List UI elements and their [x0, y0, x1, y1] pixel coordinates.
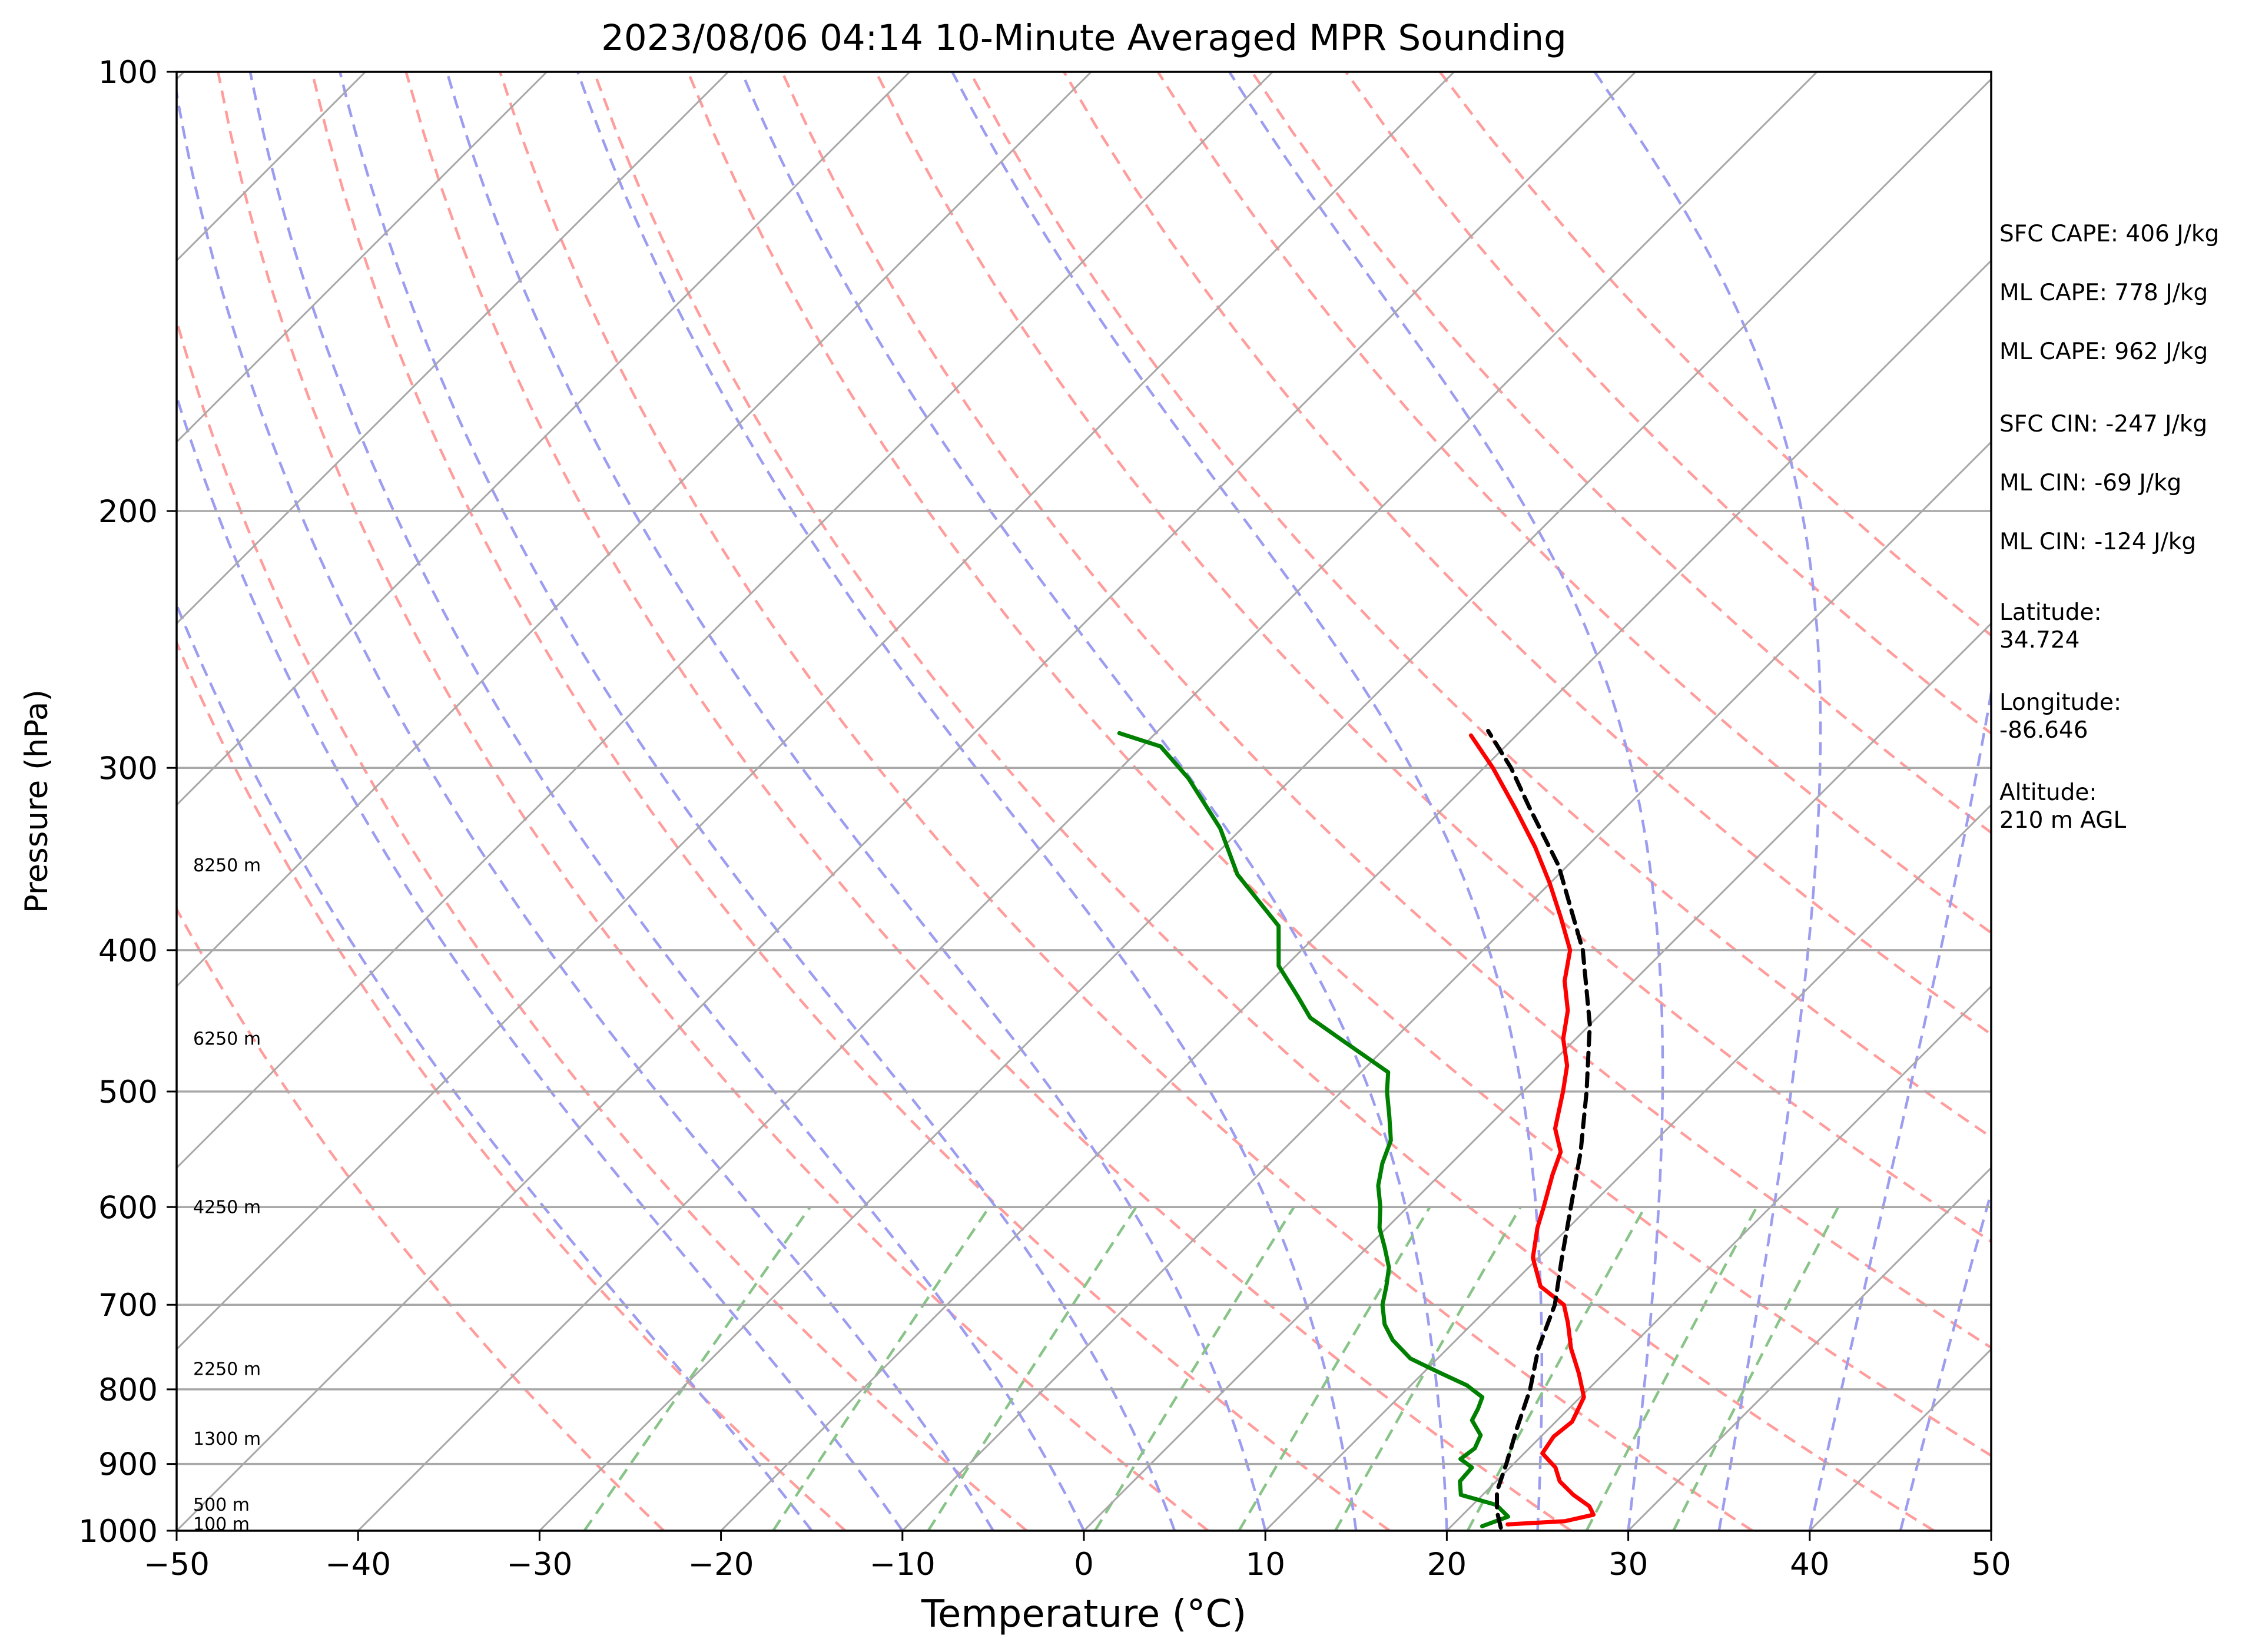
info-line: SFC CAPE: 406 J/kg: [1999, 221, 2219, 247]
dry-adiabat: [217, 72, 1209, 1531]
moist-adiabat: [1899, 1187, 1991, 1531]
y-tick-label: 200: [98, 494, 158, 530]
height-label: 1300 m: [193, 1429, 261, 1449]
isotherm-line: [1265, 804, 1991, 1531]
x-tick-label: −50: [144, 1547, 210, 1583]
info-line: Latitude:: [1999, 599, 2102, 626]
x-tick-label: 50: [1971, 1547, 2011, 1583]
temperature-profile-line: [1468, 733, 1596, 1527]
x-tick-label: 30: [1608, 1547, 1648, 1583]
isotherm-line: [1083, 622, 1991, 1531]
mixing-ratio-line: [1334, 1206, 1522, 1531]
info-line: ML CAPE: 778 J/kg: [1999, 280, 2208, 306]
dry-adiabat: [592, 72, 1935, 1531]
x-tick-label: 0: [1074, 1547, 1094, 1583]
height-label: 4250 m: [193, 1197, 261, 1218]
y-tick-label: 800: [98, 1372, 158, 1408]
mixing-ratio-line: [1672, 1206, 1840, 1531]
dry-adiabat: [781, 72, 1991, 1349]
moist-adiabat: [177, 85, 994, 1531]
parcel-profile-line: [1486, 729, 1592, 1530]
x-tick-label: 20: [1427, 1547, 1467, 1583]
y-tick-label: 700: [98, 1288, 158, 1323]
info-line: 210 m AGL: [1999, 807, 2126, 834]
y-tick-label: 1000: [78, 1514, 158, 1550]
dry-adiabat: [499, 72, 1753, 1531]
isotherm-line: [177, 72, 1092, 988]
moist-adiabat: [1808, 685, 1991, 1531]
y-tick-label: 100: [98, 55, 158, 91]
info-line: ML CAPE: 962 J/kg: [1999, 339, 2208, 365]
dewpoint-profile-line: [1117, 731, 1510, 1528]
info-line: ML CIN: -124 J/kg: [1999, 529, 2196, 555]
y-axis-label: Pressure (hPa): [19, 689, 55, 913]
info-line: -86.646: [1999, 717, 2088, 744]
dry-adiabat: [1063, 72, 1991, 1036]
dry-adiabat: [310, 72, 1391, 1531]
height-label: 6250 m: [193, 1029, 261, 1049]
height-label: 500 m: [193, 1495, 250, 1515]
x-tick-label: 40: [1790, 1547, 1829, 1583]
dry-adiabat: [177, 906, 665, 1531]
moist-adiabat: [177, 601, 813, 1531]
isotherm-line: [177, 72, 1637, 1531]
moist-adiabat: [740, 72, 1448, 1531]
mixing-ratio-line: [1585, 1206, 1758, 1531]
isotherm-line: [1627, 1166, 1991, 1531]
info-line: SFC CIN: -247 J/kg: [1999, 411, 2207, 437]
dry-adiabat: [874, 72, 1991, 1243]
moist-adiabat: [339, 72, 1176, 1531]
isotherm-line: [539, 78, 1991, 1531]
isotherm-line: [177, 72, 1273, 1169]
height-label: 100 m: [193, 1514, 250, 1535]
y-tick-label: 500: [98, 1074, 158, 1110]
info-line: Altitude:: [1999, 779, 2097, 806]
dry-adiabat: [177, 639, 847, 1531]
info-line: ML CIN: -69 J/kg: [1999, 470, 2181, 496]
moist-adiabat: [1228, 72, 1664, 1531]
height-label: 8250 m: [193, 855, 261, 876]
info-line: 34.724: [1999, 627, 2079, 653]
y-tick-label: 900: [98, 1447, 158, 1483]
isotherm-line: [177, 72, 729, 625]
moist-adiabat: [445, 72, 1267, 1531]
isotherm-line: [720, 259, 1991, 1531]
isotherm-line: [177, 72, 911, 807]
isotherm-line: [1446, 985, 1991, 1531]
x-tick-label: −30: [506, 1547, 572, 1583]
isotherm-line: [177, 72, 1455, 1351]
x-tick-label: −40: [325, 1547, 391, 1583]
moist-adiabat: [177, 392, 904, 1531]
height-label: 2250 m: [193, 1359, 261, 1380]
chart-title: 2023/08/06 04:14 10-Minute Averaged MPR …: [601, 17, 1567, 59]
moist-adiabat: [248, 72, 1086, 1531]
info-line: Longitude:: [1999, 689, 2121, 716]
dry-adiabat: [1345, 72, 1991, 735]
y-tick-label: 600: [98, 1190, 158, 1226]
isotherm-line: [357, 72, 1818, 1531]
isotherm-line: [901, 440, 1991, 1531]
dry-adiabat: [686, 72, 1991, 1458]
moist-adiabat: [951, 72, 1544, 1531]
isotherm-line: [177, 72, 548, 443]
dry-adiabat: [177, 316, 1028, 1531]
x-tick-label: −10: [870, 1547, 936, 1583]
y-tick-label: 400: [98, 933, 158, 969]
moist-adiabat: [1593, 72, 1822, 1531]
dry-adiabat: [1156, 72, 1991, 935]
x-axis-label: Temperature (°C): [921, 1593, 1246, 1636]
y-tick-label: 300: [98, 751, 158, 787]
x-tick-label: −20: [688, 1547, 754, 1583]
x-tick-label: 10: [1245, 1547, 1285, 1583]
moist-adiabat: [576, 72, 1358, 1531]
